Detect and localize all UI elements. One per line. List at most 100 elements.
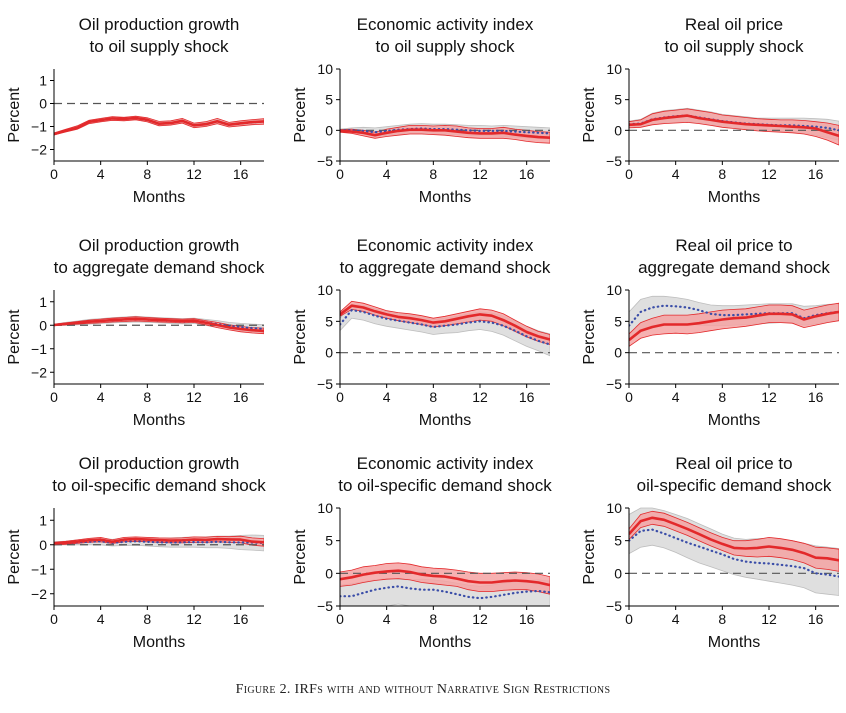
y-tick-label: −2 xyxy=(31,142,47,158)
chart-title: to aggregate demand shock xyxy=(54,258,265,277)
x-tick-label: 16 xyxy=(808,389,824,405)
plot-area xyxy=(340,562,550,607)
x-tick-label: 0 xyxy=(336,611,344,627)
y-tick-label: 0 xyxy=(39,537,47,553)
baseline-median-line xyxy=(54,540,264,545)
plot-area xyxy=(629,507,839,596)
x-tick-label: 4 xyxy=(383,611,391,627)
narrative-credible-band xyxy=(629,108,839,146)
y-tick-label: 0 xyxy=(325,565,333,581)
baseline-median-line xyxy=(340,127,550,135)
x-tick-label: 4 xyxy=(672,611,680,627)
y-axis-label: Percent xyxy=(292,529,309,585)
baseline-median-line xyxy=(340,309,550,346)
chart-panel-7: Oil production growth to oil-specific dem… xyxy=(6,454,266,651)
y-tick-label: 5 xyxy=(325,92,333,108)
x-tick-label: 16 xyxy=(233,166,249,182)
y-tick-label: 10 xyxy=(606,500,622,516)
narrative-median-line xyxy=(340,128,550,139)
y-tick-label: 10 xyxy=(317,61,333,77)
x-tick-label: 8 xyxy=(429,166,437,182)
x-tick-label: 4 xyxy=(97,611,105,627)
chart-title: Real oil price xyxy=(685,15,783,34)
chart-panel-4: Oil production growth to aggregate demand… xyxy=(6,236,265,429)
chart-title: Real oil price to xyxy=(675,236,792,255)
narrative-credible-band xyxy=(54,115,264,136)
x-axis-label: Months xyxy=(133,634,185,651)
x-tick-label: 16 xyxy=(519,611,535,627)
chart-panel-3: Real oil price to oil supply shock 0 4 8 12 16… xyxy=(581,15,839,206)
x-tick-label: 4 xyxy=(383,166,391,182)
x-tick-label: 0 xyxy=(336,166,344,182)
x-tick-label: 16 xyxy=(519,166,535,182)
y-axis-label: Percent xyxy=(292,87,309,143)
narrative-median-line xyxy=(54,537,264,545)
x-tick-label: 8 xyxy=(429,611,437,627)
y-tick-label: −5 xyxy=(606,376,622,392)
y-tick-label: −1 xyxy=(31,561,47,577)
x-tick-label: 0 xyxy=(625,611,633,627)
narrative-median-line xyxy=(629,310,839,342)
chart-title: to oil supply shock xyxy=(376,37,515,56)
x-tick-label: 8 xyxy=(143,389,151,405)
y-axis-label: Percent xyxy=(581,309,598,365)
x-axis-label: Months xyxy=(419,189,471,206)
plot-area xyxy=(629,107,839,146)
x-axis-label: Months xyxy=(708,412,760,429)
chart-panel-1: Oil production growth to oil supply shock… xyxy=(6,15,264,206)
x-tick-label: 8 xyxy=(718,611,726,627)
x-tick-label: 0 xyxy=(625,389,633,405)
narrative-median-line xyxy=(54,116,264,136)
x-tick-label: 12 xyxy=(761,389,777,405)
x-tick-label: 0 xyxy=(50,611,58,627)
x-tick-label: 12 xyxy=(186,166,202,182)
chart-title: to oil supply shock xyxy=(665,37,804,56)
x-tick-label: 4 xyxy=(97,389,105,405)
x-tick-label: 8 xyxy=(718,166,726,182)
x-tick-label: 8 xyxy=(143,166,151,182)
y-tick-label: −1 xyxy=(31,341,47,357)
chart-title: Real oil price to xyxy=(675,454,792,473)
y-tick-label: 5 xyxy=(325,313,333,329)
baseline-median-line xyxy=(629,528,839,578)
narrative-median-line xyxy=(629,516,839,562)
y-tick-label: −2 xyxy=(31,364,47,380)
y-tick-label: 5 xyxy=(614,533,622,549)
x-tick-label: 16 xyxy=(808,611,824,627)
x-tick-label: 16 xyxy=(808,166,824,182)
chart-title: Economic activity index xyxy=(357,236,534,255)
y-tick-label: 1 xyxy=(39,294,47,310)
chart-panel-8: Economic activity index to oil-specific d… xyxy=(292,454,552,651)
y-tick-label: 0 xyxy=(325,122,333,138)
y-tick-label: 5 xyxy=(614,313,622,329)
chart-title: oil-specific demand shock xyxy=(637,476,832,495)
chart-panel-9: Real oil price to oil-specific demand sho… xyxy=(581,454,839,651)
x-axis-label: Months xyxy=(419,412,471,429)
chart-title: to oil-specific demand shock xyxy=(338,476,552,495)
x-axis-label: Months xyxy=(708,189,760,206)
y-tick-label: 0 xyxy=(614,565,622,581)
chart-panel-6: Real oil price to aggregate demand shock 0… xyxy=(581,236,839,429)
chart-title: aggregate demand shock xyxy=(638,258,830,277)
x-tick-label: 12 xyxy=(761,611,777,627)
narrative-median-line xyxy=(340,569,550,587)
chart-panel-2: Economic activity index to oil supply sho… xyxy=(292,15,550,206)
x-tick-label: 12 xyxy=(472,611,488,627)
plot-area xyxy=(629,295,839,354)
y-tick-label: 10 xyxy=(317,500,333,516)
y-tick-label: −5 xyxy=(606,153,622,169)
x-tick-label: 8 xyxy=(143,611,151,627)
y-tick-label: 1 xyxy=(39,512,47,528)
y-tick-label: 10 xyxy=(606,61,622,77)
x-tick-label: 4 xyxy=(672,166,680,182)
chart-title: to oil-specific demand shock xyxy=(52,476,266,495)
y-axis-label: Percent xyxy=(6,309,23,365)
x-tick-label: 12 xyxy=(186,389,202,405)
x-tick-label: 8 xyxy=(718,389,726,405)
figure-caption: Figure 2. IRFs with and without Narrativ… xyxy=(235,682,611,697)
y-tick-label: 5 xyxy=(614,92,622,108)
chart-panel-5: Economic activity index to aggregate dema… xyxy=(292,236,551,429)
y-axis-label: Percent xyxy=(6,87,23,143)
y-axis-label: Percent xyxy=(581,87,598,143)
